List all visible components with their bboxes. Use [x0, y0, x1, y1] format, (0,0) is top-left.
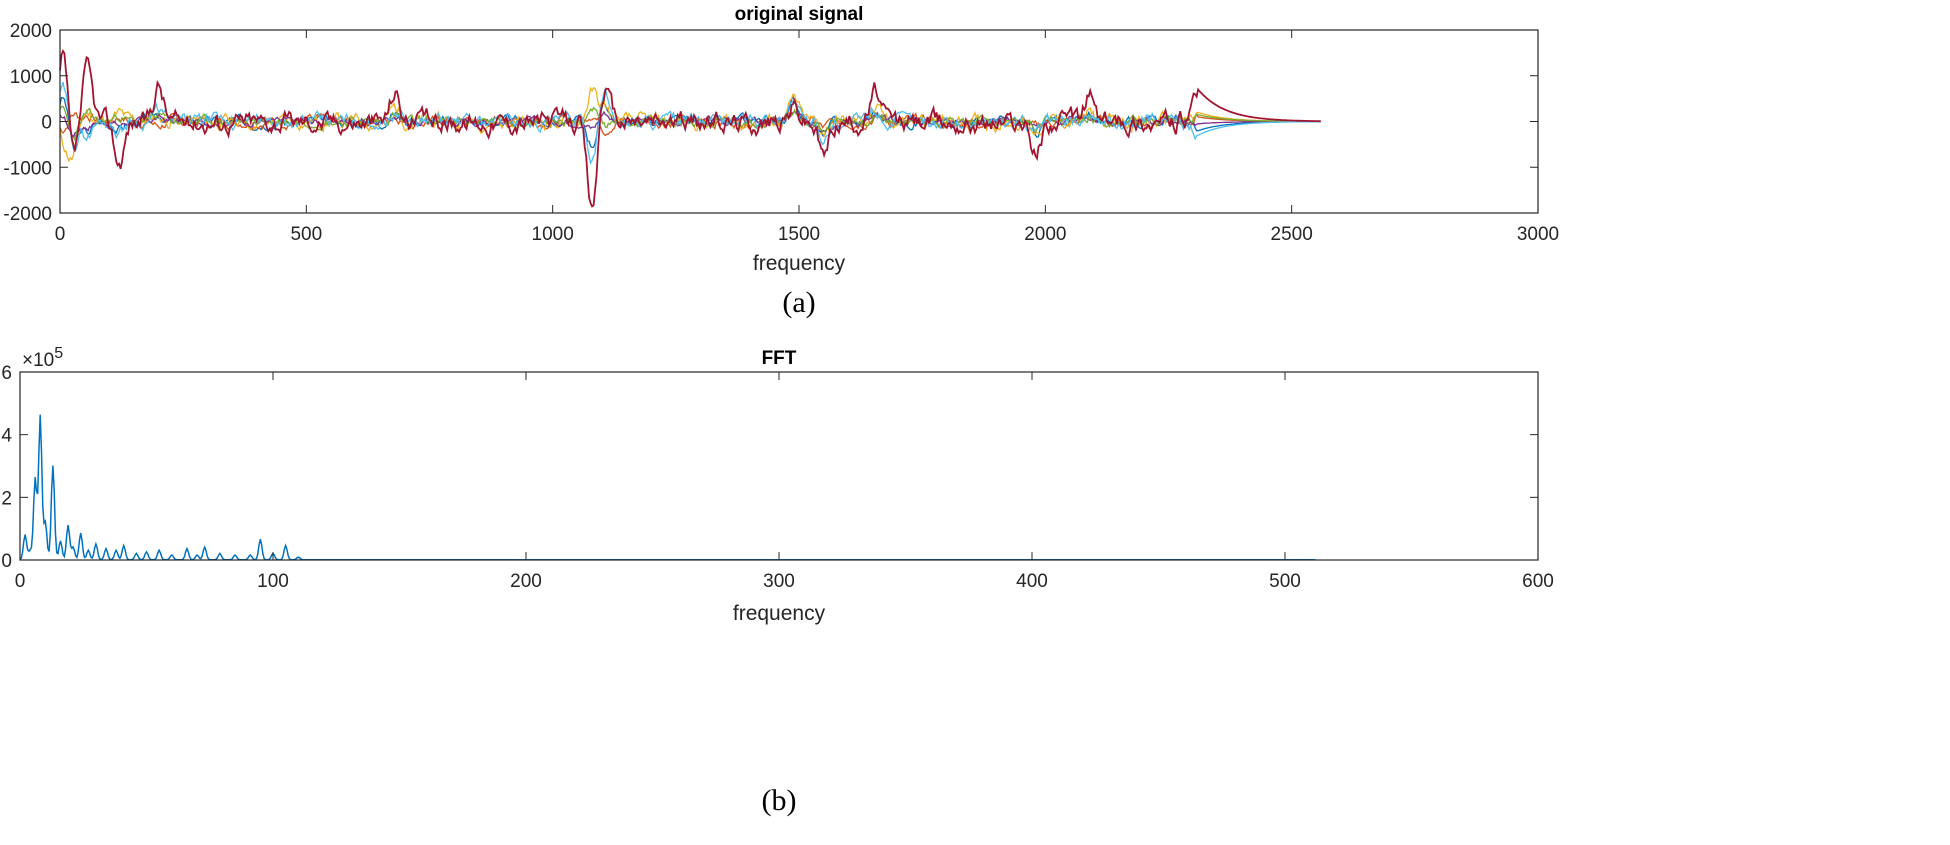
fft-ytick-label: 6: [1, 363, 12, 384]
x-axis-label-fft: frequency: [733, 602, 826, 625]
fft-peak-point: [234, 554, 236, 556]
fft-peak-point: [67, 524, 69, 527]
fft-peak-point: [297, 556, 299, 559]
fft-peak-point: [52, 465, 54, 467]
fft-peak-point: [87, 550, 89, 552]
y-axis-scale-base: ×10: [22, 350, 54, 371]
original-signal-xtick-label: 3000: [1517, 224, 1559, 245]
series-group-original-signal: [59, 48, 1321, 208]
fft-xtick-label: 200: [510, 571, 542, 592]
fft-peak-point: [105, 548, 107, 550]
original-signal-xtick-label: 500: [290, 224, 322, 245]
caption-a: (a): [782, 286, 815, 319]
fft-peak-point: [145, 551, 148, 553]
fft-peak-point: [135, 553, 137, 555]
fft-peak-point: [72, 546, 74, 549]
caption-b: (b): [762, 784, 797, 817]
series-line-channel-6: [59, 81, 1321, 165]
original-signal-ytick-label: 2000: [10, 21, 52, 42]
fft-peak-point: [80, 532, 82, 535]
original-signal-xtick-label: 2500: [1271, 224, 1313, 245]
fft-xtick-label: 600: [1522, 571, 1554, 592]
original-signal-ytick-label: 1000: [10, 67, 52, 88]
plot-area-fft: [20, 372, 1538, 560]
y-axis-scale-factor: ×105: [22, 345, 63, 371]
fft-xtick-label: 400: [1016, 571, 1048, 592]
fft-peak-point: [24, 534, 26, 536]
fft-peak-point: [158, 550, 160, 552]
original-signal-ytick-label: -2000: [3, 204, 52, 225]
fft-xtick-label: 100: [257, 571, 289, 592]
panel-fft: 0 100 200 300 400 500 600 0 2 4 6 FFT frequency ×1…: [1, 345, 1553, 817]
fft-ytick-label: 0: [1, 551, 12, 572]
y-axis-scale-exponent: 5: [54, 345, 63, 362]
ticks-original-signal: 0 500 1000 1500 2000 2500 3000 -2000 -1000 0 1000 2…: [3, 21, 1559, 245]
original-signal-ytick-label: 0: [41, 113, 52, 134]
fft-peak-point: [259, 539, 261, 541]
fft-peak-point: [59, 540, 62, 542]
x-axis-label-original-signal: frequency: [753, 252, 846, 275]
fft-peak-point: [204, 546, 206, 549]
fft-ytick-label: 2: [1, 488, 12, 509]
series-line-channel-7: [59, 48, 1321, 208]
fft-peak-point: [44, 521, 46, 524]
fft-peak-point: [34, 477, 36, 480]
original-signal-xtick-label: 2000: [1024, 224, 1066, 245]
fft-peak-point: [123, 545, 125, 547]
ticks-fft: 0 100 200 300 400 500 600 0 2 4 6: [1, 363, 1553, 592]
original-signal-ytick-label: -1000: [3, 158, 52, 179]
fft-peak-point: [196, 554, 198, 556]
chart-title-original-signal: original signal: [735, 4, 864, 25]
fft-xtick-label: 500: [1269, 571, 1301, 592]
fft-peak-point: [249, 554, 251, 556]
fft-peak-point: [171, 554, 173, 556]
chart-title-fft: FFT: [762, 348, 797, 369]
fft-xtick-label: 300: [763, 571, 795, 592]
original-signal-xtick-label: 1500: [778, 224, 820, 245]
fft-peak-point: [39, 415, 41, 417]
fft-peak-point: [285, 545, 287, 547]
panel-original-signal: 0 500 1000 1500 2000 2500 3000 -2000 -1000 0 1000 2…: [3, 4, 1559, 319]
fft-ytick-label: 4: [1, 426, 12, 447]
fft-peak-point: [29, 550, 31, 552]
fft-peak-point: [219, 553, 221, 555]
original-signal-xtick-label: 0: [55, 224, 66, 245]
original-signal-xtick-label: 1000: [532, 224, 574, 245]
fft-peak-point: [95, 543, 97, 545]
fft-xtick-label: 0: [15, 571, 26, 592]
fft-peak-point: [186, 548, 188, 550]
fft-peak-point: [115, 550, 117, 552]
